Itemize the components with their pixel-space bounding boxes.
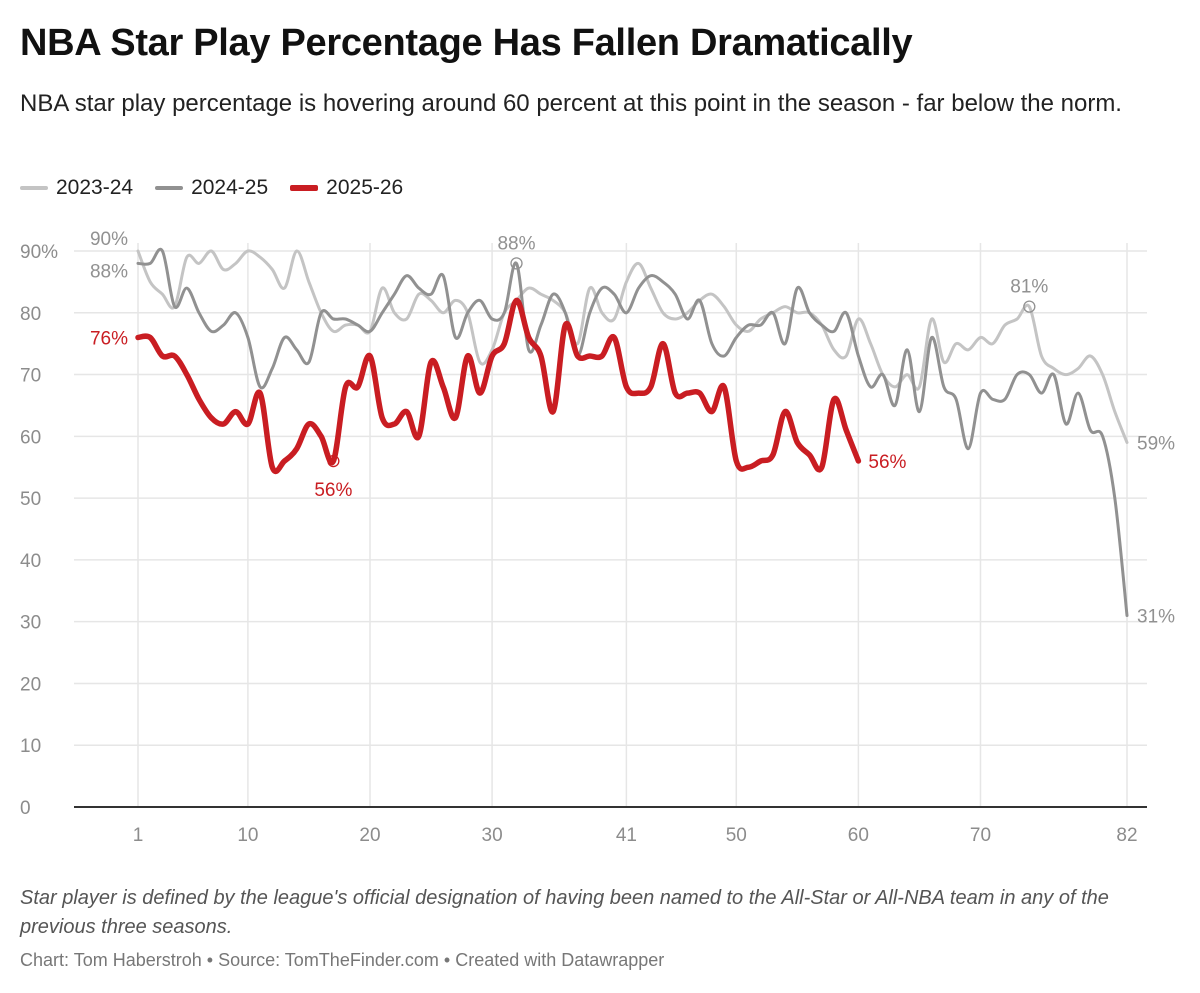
legend-label-2025-26: 2025-26 (326, 176, 404, 199)
x-tick-label: 10 (237, 825, 258, 846)
y-tick-label: 40 (20, 551, 41, 572)
annotation-label: 81% (1010, 277, 1048, 298)
footer-separator: • (443, 950, 451, 970)
x-tick-label: 60 (848, 825, 869, 846)
annotation-marker (510, 257, 523, 270)
footer-source: Source: TomTheFinder.com (218, 950, 439, 970)
annotation-label: 56% (314, 480, 352, 501)
annotation-marker (327, 454, 340, 468)
series-line-2023-24 (136, 249, 1129, 444)
line-chart: 0 10 20 30 40 50 60 70 80 90% 1 10 20 30 41 50 60 70 82 90%… (20, 229, 1175, 846)
annotation-label: 56% (868, 452, 906, 473)
legend-item-2023-24: 2023-24 (20, 176, 133, 200)
series-line-2025-26 (135, 297, 862, 475)
y-tick-label: 90% (20, 242, 58, 263)
footer-separator: • (206, 950, 214, 970)
y-tick-label: 0 (20, 798, 31, 819)
y-tick-label: 30 (20, 613, 41, 634)
x-tick-label: 82 (1116, 825, 1137, 846)
legend: 2023-24 2024-25 2025-26 (20, 176, 403, 200)
legend-swatch-2023-24 (20, 186, 48, 190)
y-tick-label: 50 (20, 489, 41, 510)
y-tick-label: 10 (20, 736, 41, 757)
legend-swatch-2024-25 (155, 186, 184, 190)
y-tick-label: 80 (20, 304, 41, 325)
annotation-label: 88% (90, 261, 128, 282)
x-tick-label: 50 (726, 825, 747, 846)
x-tick-label: 70 (970, 825, 991, 846)
legend-swatch-2025-26 (290, 185, 319, 191)
y-tick-label: 70 (20, 366, 41, 387)
legend-item-2024-25: 2024-25 (155, 176, 268, 200)
annotation-label: 88% (497, 233, 535, 254)
legend-label-2024-25: 2024-25 (191, 176, 269, 199)
x-tick-label: 41 (616, 825, 637, 846)
y-tick-label: 20 (20, 674, 41, 695)
annotation-marker (1023, 300, 1036, 313)
annotation-label: 76% (90, 328, 128, 349)
x-tick-label: 30 (482, 825, 503, 846)
chart-subtitle: NBA star play percentage is hovering aro… (20, 90, 1122, 117)
legend-label-2023-24: 2023-24 (56, 176, 134, 199)
x-tick-label: 1 (133, 825, 144, 846)
x-tick-label: 20 (359, 825, 380, 846)
legend-item-2025-26: 2025-26 (290, 176, 403, 200)
chart-footer: Chart: Tom Haberstroh • Source: TomTheFi… (20, 950, 664, 971)
chart-notes: Star player is defined by the league's o… (20, 887, 1109, 938)
footer-tool: Created with Datawrapper (455, 950, 665, 970)
chart-title: NBA Star Play Percentage Has Fallen Dram… (20, 22, 913, 64)
y-tick-label: 60 (20, 427, 41, 448)
annotation-label: 59% (1137, 434, 1175, 455)
annotation-label: 31% (1137, 606, 1175, 627)
footer-credit: Chart: Tom Haberstroh (20, 950, 202, 970)
annotation-label: 90% (90, 229, 128, 250)
series-line-2024-25 (136, 247, 1129, 617)
